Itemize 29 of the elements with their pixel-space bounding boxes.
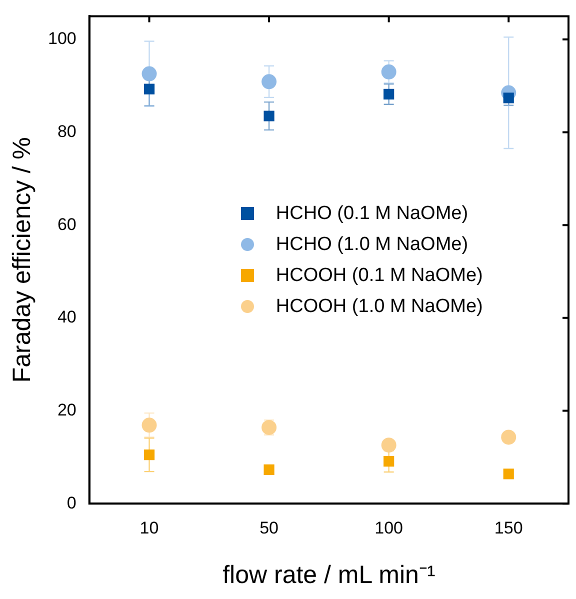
point (264, 464, 274, 476)
legend-label: HCOOH (1.0 M NaOMe) (276, 294, 483, 319)
point (381, 64, 396, 80)
y-axis-title: Faraday efficiency / % (8, 137, 36, 383)
x-tick-label: 100 (374, 518, 404, 538)
point (264, 110, 274, 122)
point (384, 456, 394, 467)
x-axis-title: flow rate / mL min⁻¹ (222, 560, 436, 589)
y-tick-label: 100 (48, 29, 76, 48)
point (381, 438, 396, 453)
point (144, 84, 155, 94)
y-tick-label: 80 (57, 122, 76, 141)
y-tick-label: 20 (57, 400, 76, 420)
legend-label: HCHO (1.0 M NaOMe) (276, 232, 468, 257)
y-tick-label: 60 (57, 214, 76, 234)
point (144, 450, 155, 460)
point (501, 430, 516, 445)
point (503, 468, 514, 480)
point (142, 418, 157, 433)
y-tick-label: 0 (66, 493, 76, 512)
x-tick-label: 50 (260, 518, 278, 538)
legend-label: HCOOH (0.1 M NaOMe) (276, 264, 483, 288)
point (262, 74, 277, 90)
x-tick-label: 10 (140, 518, 159, 538)
legend-label: HCHO (0.1 M NaOMe) (276, 202, 468, 226)
point (142, 66, 157, 82)
x-tick-label: 150 (494, 518, 523, 538)
y-tick-label: 40 (57, 308, 76, 327)
point (384, 88, 394, 100)
